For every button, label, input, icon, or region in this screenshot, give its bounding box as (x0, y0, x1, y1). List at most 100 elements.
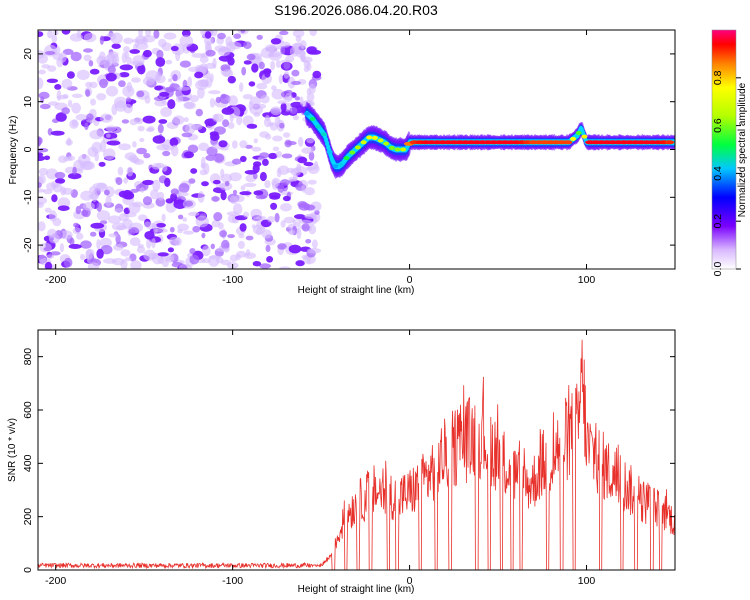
noise-blob (303, 66, 309, 73)
noise-blob (96, 210, 111, 221)
noise-blob (248, 81, 256, 87)
noise-blob (279, 41, 291, 48)
ridge-bead (366, 135, 373, 140)
noise-blob (76, 69, 90, 80)
noise-blob (170, 45, 179, 52)
noise-blob (50, 130, 65, 136)
ridge-bead (360, 140, 367, 145)
y-tick-label: 800 (22, 348, 34, 366)
noise-blob (271, 88, 285, 100)
noise-blob (278, 266, 291, 269)
noise-blob (111, 43, 121, 49)
noise-blob (46, 254, 54, 259)
noise-blob (283, 71, 290, 79)
noise-blob (208, 90, 221, 95)
noise-blob (162, 164, 168, 172)
noise-blob (38, 167, 49, 176)
noise-blob (89, 68, 100, 75)
noise-blob (137, 125, 145, 132)
noise-blob (143, 249, 156, 261)
noise-blob (181, 30, 191, 38)
noise-blob (80, 253, 85, 261)
ridge-bead (570, 136, 577, 141)
noise-blob (219, 230, 228, 238)
noise-blob (67, 99, 73, 108)
noise-blob (187, 76, 193, 88)
noise-blob (239, 223, 247, 232)
ridge-bead (326, 149, 333, 154)
noise-blob (218, 140, 228, 148)
colorbar-ticks: 0.0 0.2 0.4 0.6 0.8 (712, 70, 741, 276)
noise-blob (240, 155, 247, 163)
noise-blob (203, 163, 210, 175)
noise-blob (159, 91, 170, 97)
noise-blob (272, 135, 283, 142)
noise-blob (103, 258, 117, 264)
noise-blob (56, 95, 69, 100)
noise-blob (172, 115, 185, 125)
noise-blob (126, 56, 132, 65)
noise-blob (198, 142, 210, 152)
noise-blob (57, 205, 70, 211)
noise-blob (299, 219, 312, 224)
noise-blob (99, 78, 108, 89)
noise-blob (265, 244, 271, 252)
noise-blob (201, 181, 209, 187)
noise-blob (285, 55, 295, 63)
noise-blob (197, 191, 205, 203)
noise-blob (268, 152, 278, 160)
noise-blob (242, 94, 253, 100)
noise-blob (108, 51, 119, 59)
noise-blob (258, 61, 265, 70)
noise-blob (199, 56, 209, 63)
noise-blob (96, 202, 102, 212)
noise-blob (144, 231, 155, 240)
snr-x-axis-title: Height of straight line (km) (298, 584, 415, 595)
noise-blob (231, 140, 238, 149)
noise-blob (184, 200, 194, 207)
noise-blob (203, 36, 214, 45)
noise-blob (85, 89, 91, 97)
snr-series-line (38, 339, 675, 570)
x-tick-label: -100 (222, 575, 243, 587)
noise-blob (142, 179, 155, 186)
noise-blob (200, 79, 209, 87)
noise-blob (178, 263, 193, 269)
noise-blob (306, 46, 318, 55)
noise-blob (38, 196, 48, 205)
noise-blob (282, 195, 291, 202)
noise-blob (305, 239, 312, 244)
y-tick-label: -20 (22, 237, 34, 252)
noise-blob (242, 115, 254, 127)
noise-blob (75, 205, 82, 215)
noise-blob (89, 129, 104, 140)
noise-blob (211, 219, 221, 228)
noise-blob (38, 174, 46, 185)
noise-blob (103, 189, 110, 196)
noise-blob (66, 71, 75, 79)
noise-blob (39, 242, 52, 253)
noise-blob (285, 141, 297, 146)
noise-blob (38, 31, 44, 37)
noise-blob (210, 132, 220, 142)
noise-blob (253, 190, 264, 196)
noise-blob (136, 147, 148, 155)
noise-blob (106, 85, 119, 97)
noise-blob (107, 65, 116, 74)
x-tick-label: 0 (407, 575, 413, 587)
noise-blob (272, 146, 280, 152)
noise-blob (221, 239, 230, 250)
y-tick-label: 0 (22, 146, 34, 152)
noise-blob (51, 34, 58, 43)
noise-blob (44, 261, 53, 269)
noise-blob (279, 122, 285, 129)
noise-blob (99, 237, 112, 248)
noise-blob (276, 167, 282, 178)
noise-blob (106, 140, 121, 146)
noise-blob (301, 147, 314, 154)
noise-blob (124, 257, 132, 262)
noise-blob (239, 140, 248, 149)
spectrogram-y-axis-title: Frequency (Hz) (8, 116, 19, 185)
noise-blob (297, 156, 308, 164)
